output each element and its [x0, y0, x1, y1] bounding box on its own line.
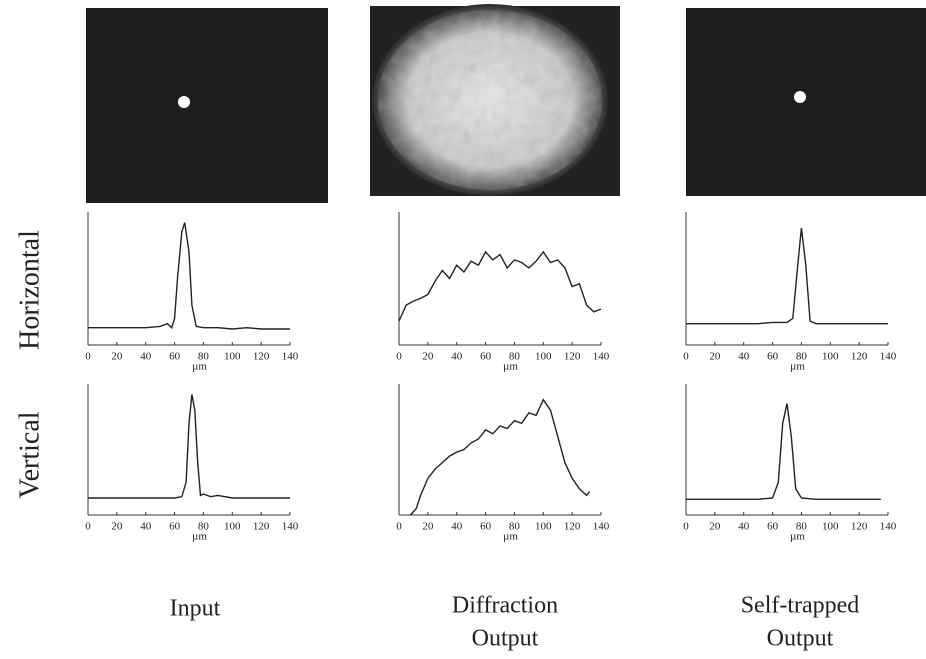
profile-line [88, 394, 290, 499]
input-image [86, 8, 328, 203]
profile-line [398, 250, 602, 322]
self-trapped-image [686, 8, 926, 196]
x-axis-label: µm [790, 361, 805, 373]
x-tick-label: 40 [451, 521, 463, 533]
x-tick-label: 140 [282, 351, 299, 363]
x-axis-label: µm [192, 531, 207, 543]
x-tick-label: 100 [822, 521, 839, 533]
x-tick-label: 140 [880, 351, 897, 363]
x-tick-label: 120 [851, 351, 868, 363]
x-tick-label: 0 [85, 521, 91, 533]
x-tick-label: 100 [535, 521, 552, 533]
x-tick-label: 60 [767, 521, 779, 533]
x-tick-label: 40 [738, 351, 750, 363]
x-tick-label: 140 [282, 521, 299, 533]
row-label: Vertical [14, 411, 45, 498]
x-axis-label: µm [503, 361, 518, 373]
profile-line [686, 403, 881, 500]
x-tick-label: 120 [253, 351, 270, 363]
column-label: Output [767, 626, 834, 652]
x-tick-label: 80 [198, 521, 210, 533]
profile-line [686, 227, 888, 325]
x-tick-label: 140 [593, 351, 610, 363]
profile-line [88, 222, 290, 330]
x-tick-label: 140 [593, 521, 610, 533]
x-axis-label: µm [503, 531, 518, 543]
x-tick-label: 0 [85, 351, 91, 363]
x-tick-label: 20 [709, 351, 721, 363]
column-label: Diffraction [452, 593, 558, 619]
column-label: Output [472, 626, 539, 652]
x-tick-label: 60 [480, 521, 492, 533]
x-tick-label: 60 [767, 351, 779, 363]
input-spot [178, 96, 190, 108]
profile-line [409, 398, 591, 516]
x-tick-label: 40 [738, 521, 750, 533]
x-tick-label: 120 [564, 351, 581, 363]
column-label: Input [170, 596, 221, 622]
x-tick-label: 120 [253, 521, 270, 533]
x-tick-label: 20 [111, 351, 123, 363]
x-tick-label: 0 [683, 521, 689, 533]
x-tick-label: 0 [683, 351, 689, 363]
x-tick-label: 140 [880, 521, 897, 533]
x-tick-label: 20 [709, 521, 721, 533]
x-tick-label: 80 [509, 521, 521, 533]
x-tick-label: 40 [451, 351, 463, 363]
x-tick-label: 40 [140, 521, 152, 533]
x-tick-label: 120 [564, 521, 581, 533]
x-tick-label: 120 [851, 521, 868, 533]
row-label: Horizontal [14, 230, 45, 350]
x-tick-label: 80 [796, 521, 808, 533]
column-label: Self-trapped [741, 593, 860, 619]
x-tick-label: 60 [480, 351, 492, 363]
x-tick-label: 60 [169, 351, 181, 363]
self-trapped-spot [794, 91, 806, 103]
x-tick-label: 100 [822, 351, 839, 363]
x-axis-label: µm [790, 531, 805, 543]
x-tick-label: 20 [422, 521, 434, 533]
x-tick-label: 20 [111, 521, 123, 533]
x-tick-label: 20 [422, 351, 434, 363]
x-tick-label: 100 [535, 351, 552, 363]
x-tick-label: 0 [396, 351, 402, 363]
x-axis-label: µm [192, 361, 207, 373]
x-tick-label: 40 [140, 351, 152, 363]
x-tick-label: 60 [169, 521, 181, 533]
speckle [378, 10, 602, 190]
x-tick-label: 80 [509, 351, 521, 363]
x-tick-label: 100 [224, 351, 241, 363]
x-tick-label: 80 [198, 351, 210, 363]
x-tick-label: 100 [224, 521, 241, 533]
x-tick-label: 0 [396, 521, 402, 533]
x-tick-label: 80 [796, 351, 808, 363]
